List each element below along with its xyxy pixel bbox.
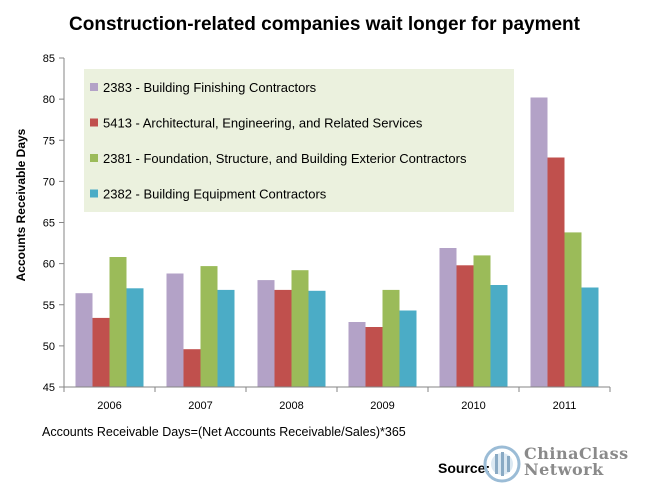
bar-2007-series-4	[217, 289, 235, 387]
legend-background	[84, 69, 514, 212]
source-label: Source:	[438, 460, 491, 476]
chart-title: Construction-related companies wait long…	[69, 14, 580, 35]
y-tick-label: 60	[43, 259, 55, 271]
watermark-line2: Network	[524, 460, 604, 479]
bar-2010-series-3	[473, 255, 491, 387]
bar-2010-series-1	[439, 248, 457, 387]
source-area: Source: ChinaClass Network	[438, 440, 648, 490]
legend-swatch	[90, 154, 98, 162]
axes-layer: 45 50 55 60 65 70 75 80 85 2006 2007 2008 2009 2010 20…	[43, 53, 611, 412]
watermark-text: ChinaClass Network	[524, 446, 629, 478]
bar-2008-series-4	[308, 290, 326, 387]
bar-2009-series-2	[365, 327, 383, 387]
chinaclass-logo-icon	[483, 445, 521, 483]
bar-2006-series-4	[126, 288, 144, 387]
legend-label: 5413 - Architectural, Engineering, and R…	[103, 116, 423, 131]
legend-swatch	[90, 189, 98, 198]
bar-2006-series-3	[109, 257, 127, 387]
bars-layer	[75, 97, 599, 387]
bar-2011-series-1	[530, 97, 548, 387]
y-tick-label: 55	[43, 300, 55, 312]
y-tick-label: 80	[43, 94, 55, 106]
y-tick-label: 50	[43, 341, 55, 353]
x-tick-label: 2007	[188, 400, 212, 412]
bar-2011-series-2	[547, 157, 565, 387]
x-tick-label: 2011	[553, 400, 577, 412]
x-tick-label: 2010	[461, 400, 485, 412]
bar-2006-series-1	[75, 293, 93, 387]
legend-swatch	[90, 83, 98, 91]
y-tick-label: 65	[43, 218, 55, 230]
y-tick-label: 70	[43, 176, 55, 188]
watermark-line1: ChinaClass	[524, 444, 629, 463]
bar-2007-series-1	[166, 273, 184, 387]
legend-label: 2382 - Building Equipment Contractors	[103, 187, 327, 202]
bar-2007-series-2	[183, 349, 201, 387]
legend-label: 2383 - Building Finishing Contractors	[103, 80, 317, 95]
bar-2008-series-2	[274, 289, 292, 387]
x-tick-label: 2008	[279, 400, 303, 412]
bar-2011-series-4	[581, 287, 599, 387]
x-tick-label: 2006	[97, 400, 121, 412]
legend-swatch	[90, 118, 98, 127]
bar-2009-series-4	[399, 310, 417, 387]
bar-2008-series-1	[257, 280, 275, 387]
y-tick-label: 85	[43, 53, 55, 65]
bar-2009-series-1	[348, 322, 366, 387]
bar-2009-series-3	[382, 289, 400, 387]
formula-footnote: Accounts Receivable Days=(Net Accounts R…	[42, 425, 406, 439]
y-axis-title: Accounts Receivable Days	[14, 128, 28, 281]
bar-2011-series-3	[564, 232, 582, 387]
bar-2010-series-2	[456, 265, 474, 387]
y-tick-label: 45	[43, 382, 55, 394]
bar-2010-series-4	[490, 285, 508, 387]
legend: 2383 - Building Finishing Contractors 541…	[84, 69, 514, 212]
bar-2006-series-2	[92, 317, 110, 387]
y-axis-title-group: Accounts Receivable Days	[14, 128, 28, 281]
legend-label: 2381 - Foundation, Structure, and Buildi…	[103, 151, 467, 166]
y-tick-label: 75	[43, 135, 55, 147]
bar-2008-series-3	[291, 270, 309, 387]
x-tick-label: 2009	[370, 400, 394, 412]
bar-2007-series-3	[200, 266, 218, 387]
